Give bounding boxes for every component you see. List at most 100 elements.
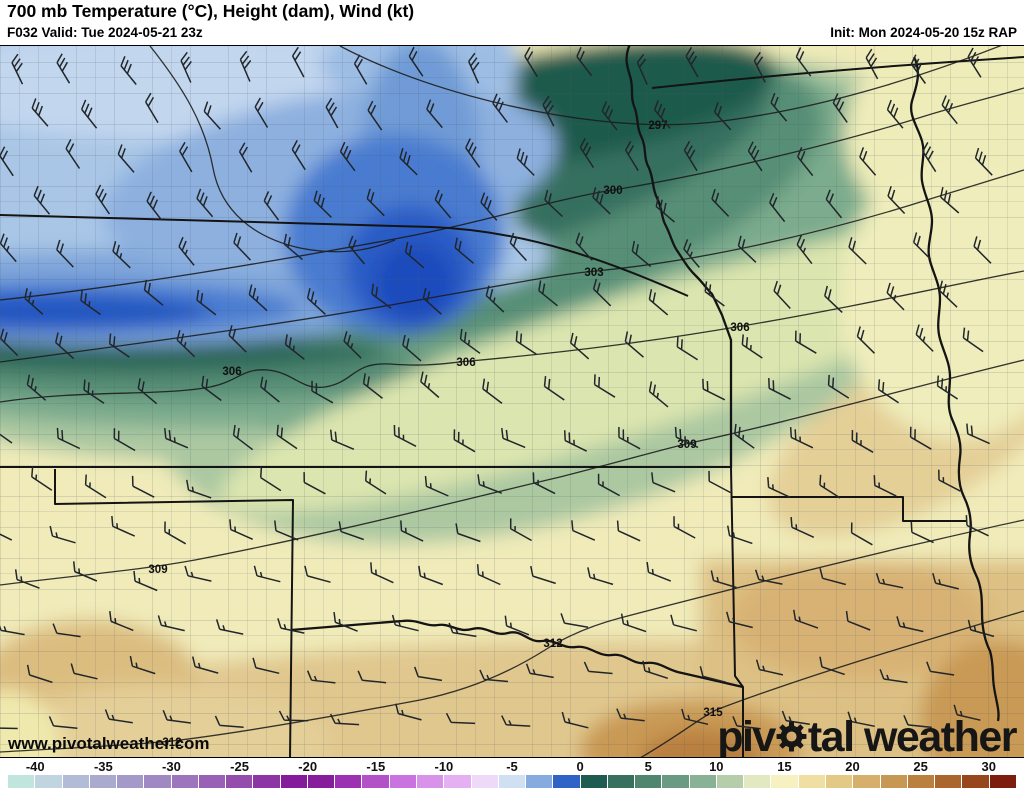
colorbar-tick: -25	[230, 759, 249, 774]
wind-barb	[704, 281, 725, 307]
wind-barb	[455, 523, 481, 543]
colorbar-tick: 0	[576, 759, 584, 774]
valid-time-label: F032 Valid: Tue 2024-05-21 23z	[7, 25, 203, 40]
colorbar-segment	[907, 775, 935, 788]
wind-barb	[797, 147, 814, 177]
wind-barb	[393, 424, 417, 447]
wind-barb	[708, 470, 731, 494]
wind-barb	[424, 475, 449, 497]
wind-barb	[291, 140, 306, 171]
wind-barb	[648, 381, 669, 408]
wind-barb	[939, 186, 960, 214]
wind-barb	[754, 569, 783, 585]
border-red-river	[290, 619, 744, 689]
wind-barb	[325, 97, 339, 129]
colorbar-tick: -35	[93, 759, 113, 774]
wind-barb	[819, 474, 841, 499]
wind-barb	[571, 520, 596, 541]
colorbar-segment	[35, 775, 62, 788]
wind-barb	[794, 330, 817, 354]
wind-barb	[725, 611, 753, 629]
colorbar-segment	[117, 775, 144, 788]
wind-barb	[422, 287, 442, 315]
wind-barb	[592, 278, 612, 307]
wind-barb	[362, 373, 383, 399]
wind-barb	[781, 710, 810, 725]
wind-barb	[576, 46, 593, 77]
wind-barb	[56, 239, 74, 268]
wind-barb	[31, 466, 53, 491]
wind-barb	[162, 709, 191, 724]
wind-barb	[733, 423, 755, 449]
contour-label: 306	[222, 366, 241, 378]
wind-barb	[104, 709, 133, 724]
wind-barb	[131, 475, 155, 498]
wind-barb	[561, 711, 589, 729]
wind-barb	[133, 570, 158, 592]
wind-barb	[544, 189, 563, 218]
wind-barb	[593, 374, 616, 398]
colorbar-segment	[880, 775, 907, 788]
wind-barb	[109, 611, 134, 632]
wind-barb	[737, 235, 757, 263]
wind-barb	[832, 93, 848, 123]
wind-barb	[732, 716, 761, 730]
contour-label: 306	[730, 322, 749, 334]
colorbar-segment	[362, 775, 389, 788]
init-time-label: Init: Mon 2024-05-20 15z RAP	[830, 25, 1017, 40]
wind-barb	[366, 188, 385, 217]
wind-barb	[476, 564, 501, 586]
wind-barb	[967, 619, 995, 638]
wind-barb	[560, 613, 589, 629]
colorbar-segment	[853, 775, 880, 788]
wind-barb	[974, 147, 993, 176]
colorbar-gradient	[8, 775, 1016, 788]
wind-barb	[767, 477, 791, 499]
contour-label: 312	[162, 737, 181, 749]
wind-barb	[670, 614, 697, 632]
wind-barb	[284, 334, 305, 360]
wind-barb	[306, 287, 326, 315]
wind-barb	[922, 142, 937, 173]
wind-barb	[601, 101, 618, 131]
wind-barb	[770, 92, 788, 122]
contour-label: 309	[677, 439, 696, 451]
wind-barb	[887, 186, 906, 215]
colorbar-segment	[798, 775, 825, 788]
colorbar-tick: 5	[644, 759, 652, 774]
colorbar-segment	[144, 775, 171, 788]
border-missouri-arkansas	[731, 496, 966, 522]
colorbar-segment	[989, 775, 1016, 788]
wind-barb	[164, 521, 187, 545]
wind-barb	[741, 334, 763, 359]
wind-barb	[597, 473, 621, 497]
wind-barb	[232, 424, 254, 451]
wind-barb	[683, 239, 700, 268]
colorbar-segment	[253, 775, 280, 788]
colorbar-tick: 10	[709, 759, 724, 774]
wind-barb	[80, 290, 101, 316]
wind-barb	[180, 51, 192, 83]
wind-barb	[699, 666, 727, 684]
wind-barb	[303, 472, 326, 495]
colorbar-tick: -30	[162, 759, 181, 774]
wind-barb	[0, 620, 25, 636]
wind-barb	[685, 46, 699, 78]
wind-barb	[793, 609, 819, 629]
wind-barb	[343, 331, 362, 359]
wind-barb	[910, 54, 927, 84]
wind-barb	[145, 92, 159, 123]
wind-barb	[711, 189, 730, 217]
wind-barb	[229, 519, 254, 540]
wind-barb	[329, 429, 355, 450]
wind-barb	[400, 520, 424, 542]
wind-barb	[404, 241, 425, 269]
wind-barb	[485, 285, 505, 313]
wind-barb	[0, 718, 18, 730]
wind-barb	[418, 565, 444, 586]
colorbar-segment	[662, 775, 689, 788]
wind-barb	[201, 375, 222, 402]
wind-barb	[873, 475, 897, 497]
wind-barb	[84, 474, 107, 499]
wind-barb	[348, 235, 366, 265]
